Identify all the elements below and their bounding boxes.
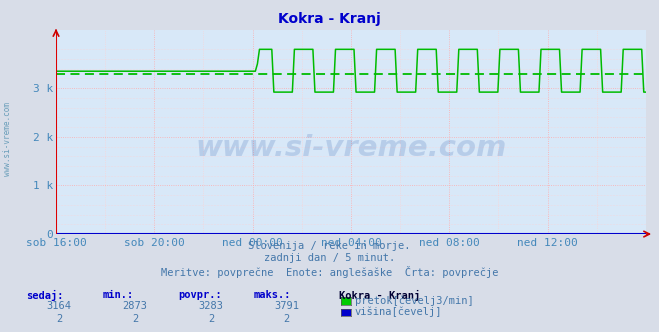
Text: 3164: 3164 (47, 301, 72, 311)
Text: 2873: 2873 (123, 301, 148, 311)
Text: 2: 2 (132, 314, 138, 324)
Text: 3283: 3283 (198, 301, 223, 311)
Text: min.:: min.: (102, 290, 133, 299)
Text: pretok[čevelj3/min]: pretok[čevelj3/min] (355, 295, 473, 306)
Text: www.si-vreme.com: www.si-vreme.com (3, 103, 13, 176)
Text: www.si-vreme.com: www.si-vreme.com (195, 134, 507, 162)
Text: 2: 2 (283, 314, 290, 324)
Text: zadnji dan / 5 minut.: zadnji dan / 5 minut. (264, 253, 395, 263)
Text: višina[čevelj]: višina[čevelj] (355, 307, 442, 317)
Text: maks.:: maks.: (254, 290, 291, 299)
Text: Kokra - Kranj: Kokra - Kranj (339, 290, 420, 300)
Text: Slovenija / reke in morje.: Slovenija / reke in morje. (248, 241, 411, 251)
Text: 3791: 3791 (274, 301, 299, 311)
Text: 2: 2 (56, 314, 63, 324)
Text: sedaj:: sedaj: (26, 290, 64, 300)
Text: 2: 2 (208, 314, 214, 324)
Text: Kokra - Kranj: Kokra - Kranj (278, 12, 381, 26)
Text: povpr.:: povpr.: (178, 290, 221, 299)
Text: Meritve: povprečne  Enote: anglešaške  Črta: povprečje: Meritve: povprečne Enote: anglešaške Črt… (161, 266, 498, 278)
